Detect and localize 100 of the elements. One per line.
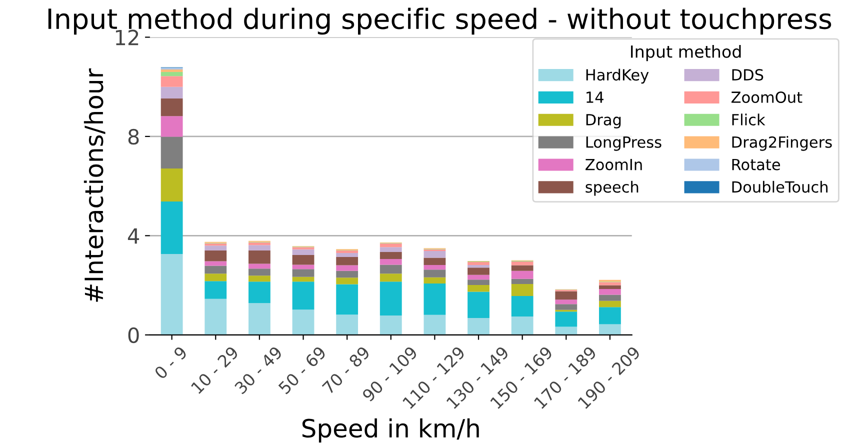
bar xyxy=(204,274,227,282)
bar xyxy=(336,250,358,254)
bar xyxy=(336,257,358,266)
bar xyxy=(511,265,534,271)
bar xyxy=(468,280,490,286)
bar xyxy=(160,69,183,72)
bar xyxy=(599,324,621,335)
bar xyxy=(248,245,270,251)
bar xyxy=(336,270,358,278)
bar xyxy=(380,282,402,316)
bar xyxy=(380,258,402,265)
bar xyxy=(555,291,578,300)
bar xyxy=(511,316,534,335)
bar xyxy=(204,243,227,246)
legend-title: Input method xyxy=(631,45,741,62)
bar xyxy=(248,264,270,269)
legend-label: DDS xyxy=(732,69,764,81)
bar xyxy=(336,253,358,258)
legend-label: ZoomIn xyxy=(586,158,642,170)
bar xyxy=(424,277,446,284)
bar xyxy=(468,268,490,275)
bar xyxy=(204,281,227,299)
bar xyxy=(555,326,578,335)
bar xyxy=(336,314,358,335)
bar xyxy=(248,268,270,276)
legend-label: Drag2Fingers xyxy=(732,136,832,151)
legend-label: ZoomOut xyxy=(731,91,802,104)
bar xyxy=(292,276,314,282)
bar xyxy=(160,136,183,168)
bar xyxy=(599,300,621,308)
bar xyxy=(380,252,402,259)
bar xyxy=(380,243,402,248)
x-axis-title: Speed in km/h xyxy=(302,418,479,443)
bar xyxy=(204,246,227,251)
bar xyxy=(555,300,578,304)
bar xyxy=(292,310,314,335)
bar xyxy=(292,249,314,256)
bar xyxy=(292,255,314,265)
legend-label: Rotate xyxy=(732,158,780,170)
bar xyxy=(248,282,270,304)
bar xyxy=(380,264,402,274)
bar xyxy=(336,278,358,284)
bar xyxy=(511,270,534,279)
bar xyxy=(204,261,227,266)
bar xyxy=(555,304,578,310)
bar xyxy=(511,278,534,284)
bar xyxy=(511,261,534,266)
bar xyxy=(599,307,621,324)
bar xyxy=(160,116,183,137)
bar xyxy=(292,264,314,270)
bar xyxy=(248,242,270,246)
bar xyxy=(380,274,402,282)
y-tick-label: 0 xyxy=(128,327,139,344)
legend-label: DoubleTouch xyxy=(732,180,828,193)
bar xyxy=(204,298,227,335)
bar xyxy=(599,282,621,286)
bar xyxy=(160,168,183,202)
bar xyxy=(468,262,490,265)
bar xyxy=(424,270,446,278)
bar xyxy=(380,247,402,252)
y-axis-title: #Interactions/hour xyxy=(84,68,106,302)
bar xyxy=(555,312,578,327)
legend-label: HardKey xyxy=(586,68,649,84)
bar xyxy=(248,276,270,282)
legend-label: 14 xyxy=(586,92,604,103)
bar xyxy=(468,285,490,292)
bar xyxy=(599,294,621,301)
bar xyxy=(204,266,227,274)
bar xyxy=(599,289,621,295)
bar xyxy=(468,318,490,335)
bar xyxy=(336,284,358,315)
bar xyxy=(248,303,270,335)
bar xyxy=(424,284,446,315)
bar xyxy=(468,274,490,280)
bar xyxy=(468,292,490,318)
bar xyxy=(160,76,183,87)
bar xyxy=(292,282,314,310)
bar xyxy=(424,251,446,258)
bar xyxy=(511,296,534,317)
bar xyxy=(511,284,534,296)
bar xyxy=(468,264,490,268)
y-tick-label: 8 xyxy=(128,128,139,145)
bar xyxy=(599,285,621,290)
bar xyxy=(248,250,270,264)
legend-label: LongPress xyxy=(586,136,662,151)
bar xyxy=(204,250,227,262)
bar xyxy=(292,269,314,277)
bar xyxy=(424,264,446,270)
legend-label: speech xyxy=(586,180,638,196)
bar xyxy=(160,86,183,98)
bar xyxy=(424,314,446,335)
legend-label: Drag xyxy=(586,114,621,128)
bar xyxy=(380,316,402,335)
x-tick-label: 0 - 9 xyxy=(154,346,188,380)
bar xyxy=(424,258,446,265)
bar xyxy=(160,201,183,254)
bar xyxy=(336,265,358,271)
y-tick-label: 4 xyxy=(128,228,140,244)
bar xyxy=(160,254,183,335)
bar xyxy=(160,98,183,116)
